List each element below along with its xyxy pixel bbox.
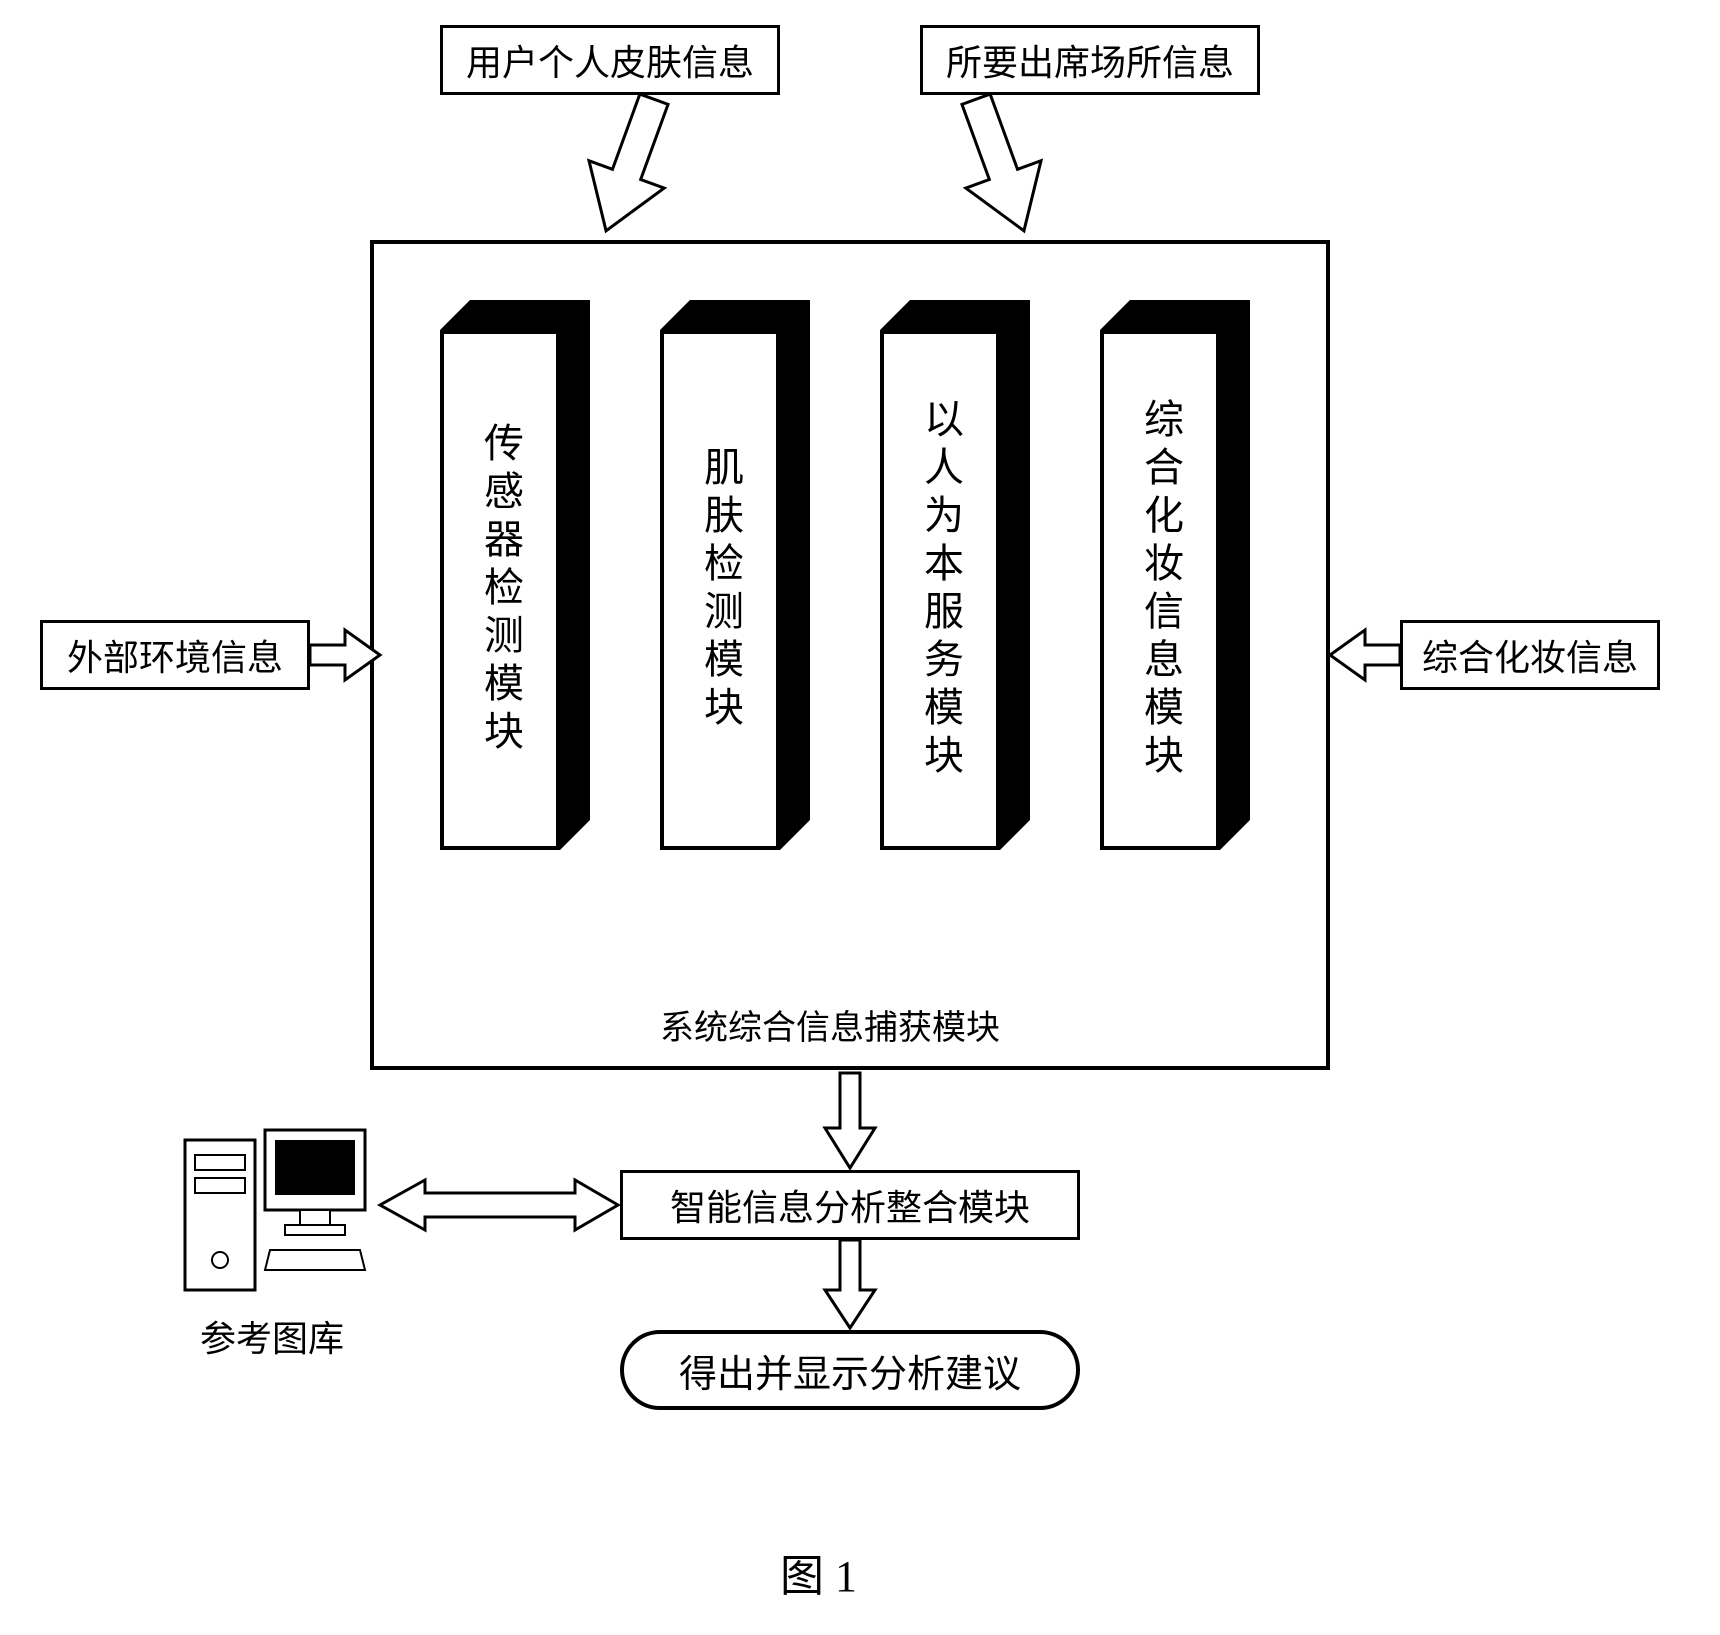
- arrow-db-bidirectional: [380, 1175, 620, 1235]
- input-makeup-label: 综合化妆信息: [1422, 629, 1638, 681]
- arrow-container-down: [815, 1073, 885, 1173]
- container-label: 系统综合信息捕获模块: [660, 1000, 1000, 1049]
- arrow-venue-down: [930, 95, 1130, 255]
- module-service-label: 以人为本服务模块: [911, 398, 969, 782]
- module-service: 以人为本服务模块: [880, 300, 1030, 850]
- input-makeup-box: 综合化妆信息: [1400, 620, 1660, 690]
- input-skin-label: 用户个人皮肤信息: [466, 34, 754, 86]
- module-skin: 肌肤检测模块: [660, 300, 810, 850]
- input-env-label: 外部环境信息: [67, 629, 283, 681]
- output-label: 得出并显示分析建议: [679, 1343, 1021, 1398]
- module-sensor: 传感器检测模块: [440, 300, 590, 850]
- input-skin-box: 用户个人皮肤信息: [440, 25, 780, 95]
- analysis-label: 智能信息分析整合模块: [670, 1179, 1030, 1231]
- figure-caption: 图 1: [780, 1540, 857, 1604]
- input-env-box: 外部环境信息: [40, 620, 310, 690]
- input-venue-box: 所要出席场所信息: [920, 25, 1260, 95]
- database-label: 参考图库: [200, 1310, 344, 1362]
- database-icon: [180, 1110, 370, 1310]
- container-label-text: 系统综合信息捕获模块: [660, 1010, 1000, 1047]
- module-makeup: 综合化妆信息模块: [1100, 300, 1250, 850]
- arrow-makeup-left: [1330, 625, 1410, 695]
- module-sensor-label: 传感器检测模块: [471, 422, 529, 758]
- arrow-analysis-down: [815, 1240, 885, 1335]
- module-makeup-label: 综合化妆信息模块: [1131, 398, 1189, 782]
- figure-caption-text: 图 1: [780, 1552, 857, 1601]
- database-label-text: 参考图库: [200, 1319, 344, 1359]
- module-skin-label: 肌肤检测模块: [691, 446, 749, 734]
- arrow-skin-down: [560, 95, 760, 255]
- analysis-box: 智能信息分析整合模块: [620, 1170, 1080, 1240]
- arrow-env-right: [310, 625, 390, 695]
- output-pill: 得出并显示分析建议: [620, 1330, 1080, 1410]
- input-venue-label: 所要出席场所信息: [946, 34, 1234, 86]
